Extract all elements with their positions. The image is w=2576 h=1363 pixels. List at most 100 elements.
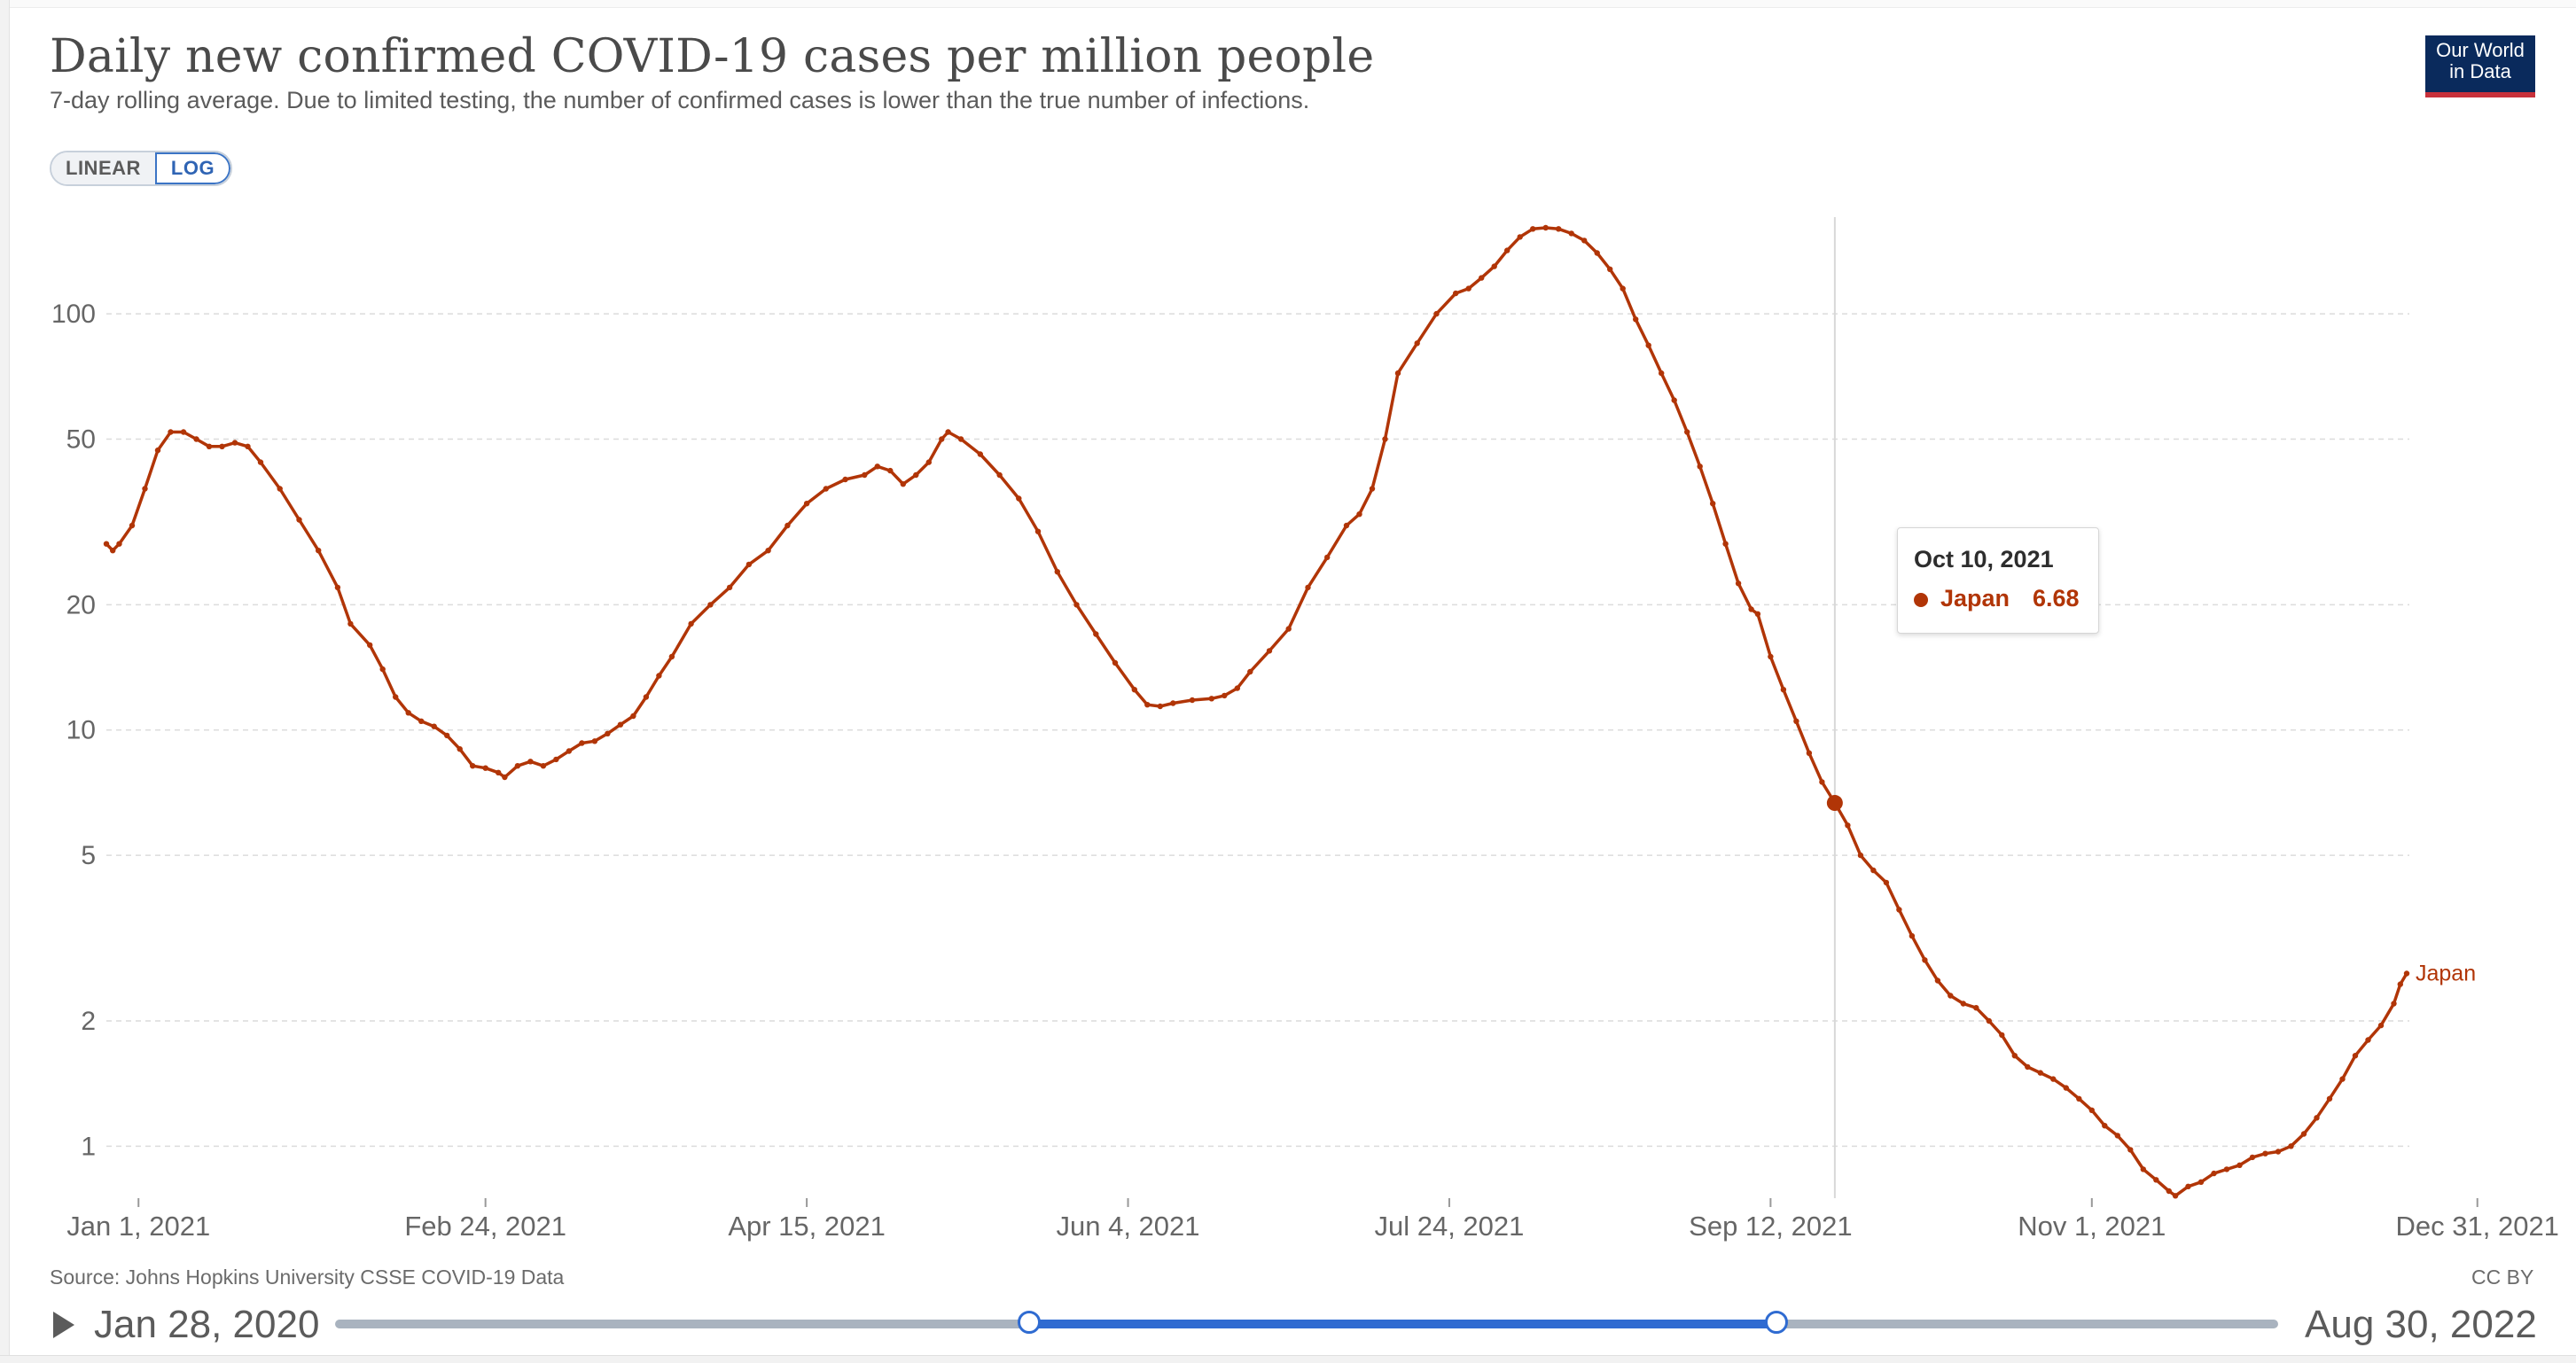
data-point: [245, 443, 251, 449]
data-point: [1594, 250, 1600, 256]
play-icon[interactable]: [53, 1312, 74, 1338]
data-point: [1857, 852, 1864, 859]
data-point: [1607, 266, 1613, 272]
data-point: [2127, 1147, 2134, 1153]
hover-tooltip: Oct 10, 2021 Japan 6.68: [1897, 527, 2099, 634]
timeline: Jan 28, 2020 Aug 30, 2022: [0, 1294, 2576, 1356]
data-point: [2300, 1131, 2307, 1137]
data-point: [1581, 238, 1588, 244]
data-point: [913, 471, 919, 479]
data-point: [842, 476, 848, 483]
data-point: [1382, 436, 1388, 442]
data-point: [2275, 1149, 2282, 1155]
data-point: [1208, 696, 1215, 702]
data-point: [2114, 1133, 2120, 1139]
data-point: [1465, 285, 1471, 292]
y-tick-label: 20: [66, 590, 96, 619]
data-point: [617, 721, 624, 728]
scale-toggle: LINEAR LOG: [50, 151, 233, 186]
data-point: [1934, 977, 1941, 984]
series-line-japan: [105, 226, 2408, 1198]
data-point: [405, 710, 411, 716]
data-point: [1517, 234, 1523, 240]
data-point: [1034, 528, 1042, 534]
data-point: [1144, 702, 1151, 708]
data-point: [142, 486, 148, 492]
data-point: [2397, 981, 2403, 987]
x-tick-label: Feb 24, 2021: [404, 1211, 566, 1242]
data-point: [2211, 1170, 2217, 1177]
data-point: [2223, 1166, 2230, 1172]
data-point: [231, 440, 238, 446]
x-tick-label: Jun 4, 2021: [1057, 1211, 1200, 1242]
data-point: [1960, 1001, 1966, 1007]
data-point: [2172, 1193, 2179, 1199]
data-point: [444, 732, 450, 739]
data-point: [496, 769, 502, 775]
chart-title: Daily new confirmed COVID-19 cases per m…: [50, 30, 1375, 83]
data-point: [925, 459, 933, 465]
window-left-edge: [0, 0, 10, 1363]
data-point: [347, 620, 354, 627]
y-tick-label: 5: [81, 841, 96, 870]
data-point: [1234, 685, 1241, 691]
data-point: [1073, 602, 1080, 608]
data-point: [579, 740, 585, 746]
data-point: [1735, 580, 1742, 587]
data-point: [1909, 932, 1916, 939]
data-point: [1266, 648, 1273, 654]
data-point: [1356, 511, 1362, 518]
data-point: [2339, 1076, 2346, 1082]
data-point: [116, 541, 122, 547]
data-point: [502, 774, 508, 781]
data-point: [977, 451, 984, 457]
data-point: [605, 730, 611, 736]
data-point: [1542, 224, 1549, 231]
timeline-start-handle[interactable]: [1017, 1311, 1041, 1334]
linear-scale-button[interactable]: LINEAR: [51, 152, 155, 184]
data-point: [206, 443, 213, 449]
data-point: [1170, 700, 1176, 706]
data-point: [1285, 626, 1292, 632]
data-point: [1819, 779, 1825, 785]
tooltip-series-name: Japan: [1940, 585, 2010, 611]
data-point: [1684, 429, 1690, 435]
window-top-edge: [9, 0, 2576, 8]
timeline-end-handle[interactable]: [1765, 1311, 1789, 1334]
data-point: [393, 694, 399, 700]
data-point: [1112, 659, 1119, 666]
data-point: [2391, 1001, 2397, 1007]
data-point: [1433, 310, 1440, 317]
data-point: [2403, 970, 2410, 977]
data-point: [823, 486, 829, 492]
data-point: [643, 694, 650, 700]
data-point: [887, 467, 894, 474]
log-scale-button[interactable]: LOG: [154, 152, 231, 184]
data-point: [103, 541, 110, 547]
data-point: [1369, 486, 1376, 492]
data-point: [2166, 1188, 2172, 1195]
data-point: [540, 763, 547, 769]
logo-line-2: in Data: [2449, 60, 2511, 82]
license-label[interactable]: CC BY: [2471, 1266, 2534, 1289]
timeline-selected-range[interactable]: [1032, 1320, 1780, 1328]
data-point: [2262, 1150, 2268, 1157]
data-point: [316, 548, 322, 554]
data-point: [1504, 247, 1510, 253]
data-point: [193, 436, 199, 442]
data-point: [1414, 340, 1420, 347]
data-point: [630, 713, 636, 720]
data-point: [656, 673, 662, 679]
data-point: [1659, 370, 1665, 377]
data-point: [154, 447, 161, 454]
line-chart[interactable]: 1 2 5 10 20 50 100 Jan 1, 2021 Feb 24, 2021 Apr 1…: [0, 0, 2576, 1276]
data-point: [1343, 522, 1350, 529]
data-point: [1491, 263, 1497, 269]
our-world-in-data-logo[interactable]: Our World in Data: [2425, 35, 2535, 97]
data-point: [726, 584, 733, 591]
source-note[interactable]: Source: Johns Hopkins University CSSE CO…: [50, 1266, 565, 1289]
data-point: [2236, 1162, 2243, 1169]
data-point: [2140, 1166, 2146, 1172]
data-point: [431, 723, 437, 729]
data-point: [2185, 1183, 2191, 1190]
